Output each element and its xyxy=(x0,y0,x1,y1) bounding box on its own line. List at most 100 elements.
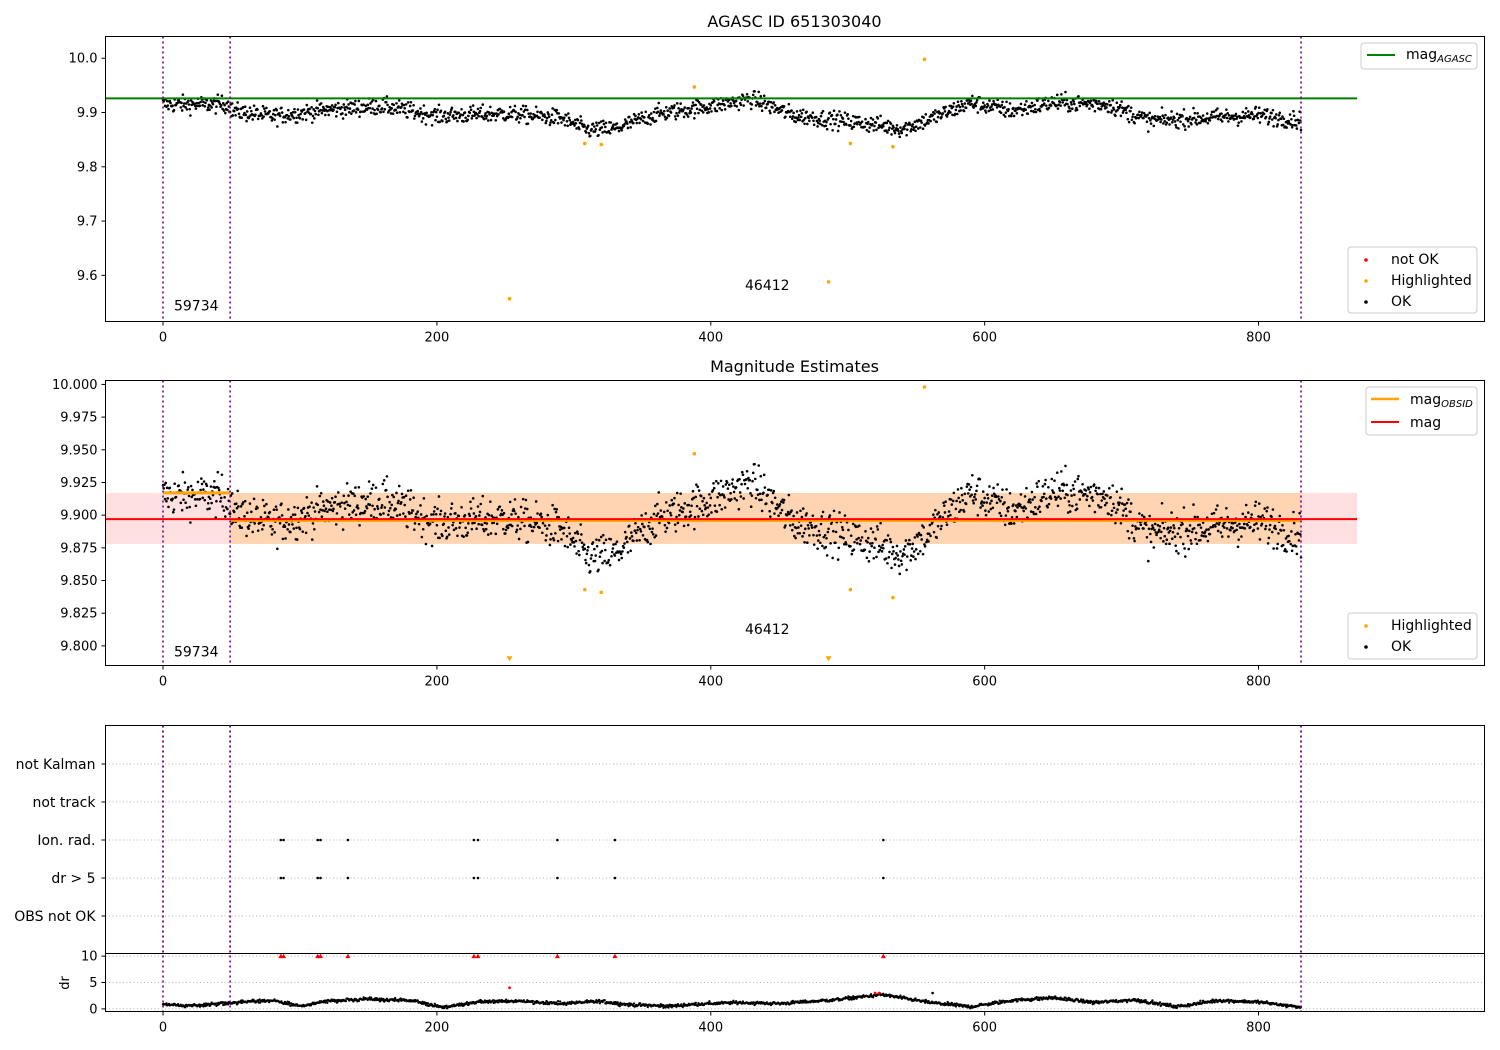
ok-point xyxy=(382,512,385,515)
ok-point xyxy=(595,538,598,541)
ok-point xyxy=(655,514,658,518)
ok-point xyxy=(807,527,810,530)
ok-point xyxy=(656,106,659,110)
ok-point xyxy=(489,105,492,109)
ok-point xyxy=(1270,515,1273,519)
ok-point xyxy=(430,544,434,548)
ok-point xyxy=(944,105,947,109)
ok-point xyxy=(689,111,693,114)
ok-point xyxy=(1134,525,1137,528)
ok-point xyxy=(364,104,367,108)
ok-point xyxy=(1109,103,1112,107)
ok-point xyxy=(234,502,238,505)
ok-point xyxy=(187,99,190,103)
ok-point xyxy=(910,128,913,131)
ok-point xyxy=(293,505,296,509)
ok-point xyxy=(860,536,864,539)
ok-point xyxy=(473,521,476,525)
ok-point xyxy=(1028,498,1032,501)
ok-point xyxy=(769,111,772,115)
ok-point xyxy=(852,125,856,129)
ok-point xyxy=(549,119,553,122)
ok-point xyxy=(1289,123,1293,126)
ok-point xyxy=(1220,120,1224,123)
ok-point xyxy=(784,524,787,527)
ok-point xyxy=(697,101,701,104)
ok-point xyxy=(1226,515,1230,519)
ok-point xyxy=(659,509,663,512)
ok-point xyxy=(310,106,313,109)
ok-point xyxy=(1034,506,1037,509)
ok-point xyxy=(899,126,902,129)
ok-point xyxy=(544,1002,547,1006)
ok-point xyxy=(359,110,363,113)
ok-point xyxy=(960,102,964,106)
ok-point xyxy=(798,118,802,122)
ok-point xyxy=(760,109,764,113)
ok-point xyxy=(992,486,995,490)
ok-point xyxy=(667,521,671,525)
ok-point xyxy=(849,544,852,548)
ok-point xyxy=(253,522,257,525)
ok-point xyxy=(554,118,557,122)
ok-point xyxy=(1027,500,1030,504)
ok-point xyxy=(523,115,526,119)
ok-point xyxy=(460,107,463,111)
x-tick-label: 200 xyxy=(424,675,449,690)
ok-point xyxy=(1010,112,1014,115)
ok-point xyxy=(300,509,303,512)
ok-point xyxy=(1182,108,1186,111)
ok-point xyxy=(1163,119,1167,123)
ok-point xyxy=(1089,485,1093,489)
ok-point xyxy=(545,534,548,537)
ok-point xyxy=(1285,550,1288,553)
ok-point xyxy=(256,108,259,111)
ok-point xyxy=(193,104,197,108)
ok-point xyxy=(693,515,697,519)
ok-point xyxy=(929,119,932,123)
ok-point xyxy=(584,131,588,134)
ok-point xyxy=(1173,116,1176,120)
ok-point xyxy=(1016,506,1019,509)
ok-point xyxy=(843,542,846,546)
ok-point xyxy=(933,112,936,115)
ok-point xyxy=(1144,523,1148,527)
ok-point xyxy=(601,131,604,134)
ok-point xyxy=(980,500,984,503)
ok-point xyxy=(831,556,834,560)
ok-point xyxy=(319,508,322,511)
ok-point xyxy=(239,505,243,508)
ok-point xyxy=(691,489,695,493)
ok-point xyxy=(208,108,211,112)
ok-point xyxy=(404,515,407,518)
ok-point xyxy=(1291,544,1295,548)
ok-point xyxy=(315,485,319,488)
ok-point xyxy=(302,506,306,510)
ok-point xyxy=(636,528,639,532)
ok-point xyxy=(263,504,266,508)
ok-point xyxy=(1056,504,1060,508)
ok-point xyxy=(927,540,930,543)
ok-point xyxy=(1223,116,1226,119)
ok-point xyxy=(969,485,973,489)
ok-point xyxy=(1043,482,1047,486)
ok-point xyxy=(1281,523,1284,527)
ok-point xyxy=(651,532,655,536)
ok-point xyxy=(903,124,907,127)
ok-point xyxy=(1299,533,1302,536)
ok-point xyxy=(567,526,571,530)
ok-point xyxy=(1271,508,1275,511)
ok-point xyxy=(1142,111,1146,115)
y-tick-label: 9.825 xyxy=(60,607,97,622)
ok-point xyxy=(1277,532,1280,535)
ok-point xyxy=(343,507,347,510)
ok-point xyxy=(252,104,256,108)
ok-point xyxy=(1263,108,1267,112)
ok-point xyxy=(1277,118,1280,122)
ok-point xyxy=(1111,484,1114,487)
ok-point xyxy=(321,109,324,112)
ok-point xyxy=(322,504,326,508)
ok-point xyxy=(825,127,829,131)
ok-point xyxy=(665,116,669,120)
ok-point xyxy=(827,527,830,531)
